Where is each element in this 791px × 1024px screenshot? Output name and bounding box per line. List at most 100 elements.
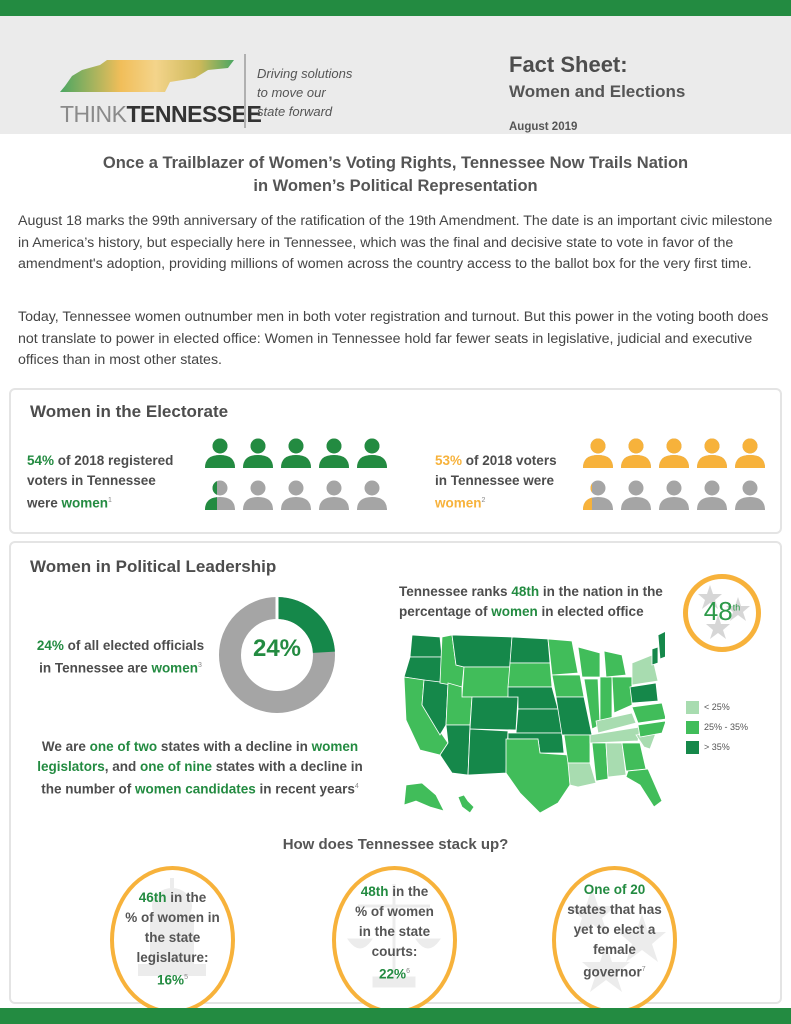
section-title: Women in Political Leadership <box>30 557 277 576</box>
stat-text: yet to elect a <box>573 922 656 937</box>
stat-value: 16% <box>157 972 185 988</box>
footnote-ref: 4 <box>354 783 359 790</box>
person-icon <box>621 438 651 468</box>
person-icon <box>243 438 273 468</box>
legend-item: 25% - 35% <box>686 717 748 737</box>
map-state-ar <box>563 734 591 764</box>
person-icon <box>243 480 273 510</box>
stat-text: were <box>27 495 62 511</box>
stat-text: of 2018 voters <box>462 453 557 468</box>
map-state-va <box>631 702 665 724</box>
stars-icon <box>568 888 666 992</box>
stat-text: % of women <box>355 904 434 919</box>
logo-wordmark: THINKTENNESSEE <box>60 101 262 128</box>
headline: Once a Trailblazer of Women’s Voting Rig… <box>0 152 791 198</box>
map-state-nd <box>509 636 551 664</box>
governor-badge: One of 20 states that has yet to elect a… <box>552 866 677 1014</box>
person-icon <box>735 480 765 510</box>
person-icon <box>697 480 727 510</box>
stat-text: courts: <box>371 944 418 959</box>
stat-highlight: women <box>491 604 538 619</box>
intro-paragraph: August 18 marks the 99th anniversary of … <box>18 213 773 272</box>
headline-line: in Women’s Political Representation <box>253 177 538 195</box>
map-state-me <box>657 631 665 660</box>
rank-badge: 48th <box>683 574 761 652</box>
elected-officials-stat: 24% of all elected officials in Tennesse… <box>28 636 213 679</box>
person-icon <box>357 438 387 468</box>
rank-suffix: th <box>732 602 741 613</box>
footnote-ref: 5 <box>184 974 188 981</box>
map-state-wi <box>577 646 601 678</box>
us-choropleth-map <box>403 631 665 814</box>
map-state-ny <box>631 654 659 686</box>
legend-swatch <box>686 740 699 754</box>
stat-pct: 54% <box>27 453 55 468</box>
stat-pct: 24% <box>36 638 64 653</box>
map-state-la <box>567 762 597 788</box>
decline-stat: We are one of two states with a decline … <box>20 737 380 800</box>
map-state-mt <box>451 634 513 668</box>
stack-up-title: How does Tennessee stack up? <box>282 836 509 853</box>
stat-highlight: legislators <box>37 759 105 774</box>
person-icon <box>205 480 235 510</box>
tagline-line: Driving solutions <box>257 66 353 81</box>
stat-text: states with a decline in <box>212 759 363 774</box>
person-icon <box>281 438 311 468</box>
tagline-line: state forward <box>257 104 333 119</box>
elected-officials-donut-chart: 24% <box>217 595 337 715</box>
stat-text: the state <box>144 930 201 945</box>
stat-highlight: 46th <box>138 890 167 905</box>
logo-tennessee: TENNESSEE <box>126 101 262 127</box>
legend-label: < 25% <box>704 702 730 712</box>
map-state-al <box>605 742 627 778</box>
stat-text: in the <box>388 884 429 899</box>
stat-highlight: women candidates <box>134 781 256 797</box>
stat-text: We are <box>41 739 90 754</box>
stat-text: in elected office <box>537 604 644 619</box>
map-state-az <box>439 724 471 776</box>
stars-icon <box>698 585 750 639</box>
map-state-vt <box>651 646 659 666</box>
voters-pictograph <box>583 438 765 510</box>
person-icon <box>357 480 387 510</box>
oval-text: 46th in the % of women in the state legi… <box>114 888 231 991</box>
map-state-wy <box>461 666 511 698</box>
electorate-card: Women in the Electorate <box>9 388 782 534</box>
tagline-line: to move our <box>257 85 326 100</box>
stat-highlight: One of 20 <box>583 882 646 897</box>
stat-text: in the <box>166 890 207 905</box>
registered-voters-stat: 54% of 2018 registered voters in Tenness… <box>27 451 173 514</box>
stat-text: in the nation in the <box>539 584 663 599</box>
rank-number: 48th <box>688 596 756 627</box>
map-legend: < 25% 25% - 35% > 35% <box>686 697 748 757</box>
stat-text: legislature: <box>136 950 209 965</box>
stat-text: states with a decline in <box>157 739 312 754</box>
logo-divider <box>244 54 246 128</box>
map-state-ks <box>515 708 563 734</box>
oval-text: One of 20 states that has yet to elect a… <box>556 880 673 983</box>
stat-text: percentage of <box>399 604 492 619</box>
stat-text: in the state <box>358 924 431 939</box>
stat-text: in Tennessee were <box>435 473 555 488</box>
legend-item: < 25% <box>686 697 748 717</box>
stat-pct: 53% <box>435 453 463 468</box>
map-state-ia <box>551 674 585 698</box>
map-state-hi <box>457 794 475 814</box>
legislature-rank-badge: 46th in the % of women in the state legi… <box>110 866 235 1014</box>
stat-highlight: 48th <box>511 584 540 599</box>
person-icon <box>659 438 689 468</box>
top-green-bar <box>0 0 791 16</box>
stat-highlight: one of nine <box>140 759 212 774</box>
tennessee-dot-logo-icon <box>60 60 234 92</box>
stat-text: Tennessee ranks <box>399 584 512 599</box>
map-state-wa <box>409 634 443 658</box>
map-state-ms <box>591 742 609 782</box>
map-state-nc <box>637 720 665 738</box>
stat-text: voters in Tennessee <box>27 473 156 488</box>
registered-voters-pictograph <box>205 438 387 510</box>
donut-chart-icon <box>219 595 335 713</box>
scales-of-justice-icon <box>347 884 441 988</box>
stat-highlight: one of two <box>89 739 158 754</box>
footnote-ref: 3 <box>197 662 202 669</box>
stat-highlight: women <box>311 739 359 754</box>
